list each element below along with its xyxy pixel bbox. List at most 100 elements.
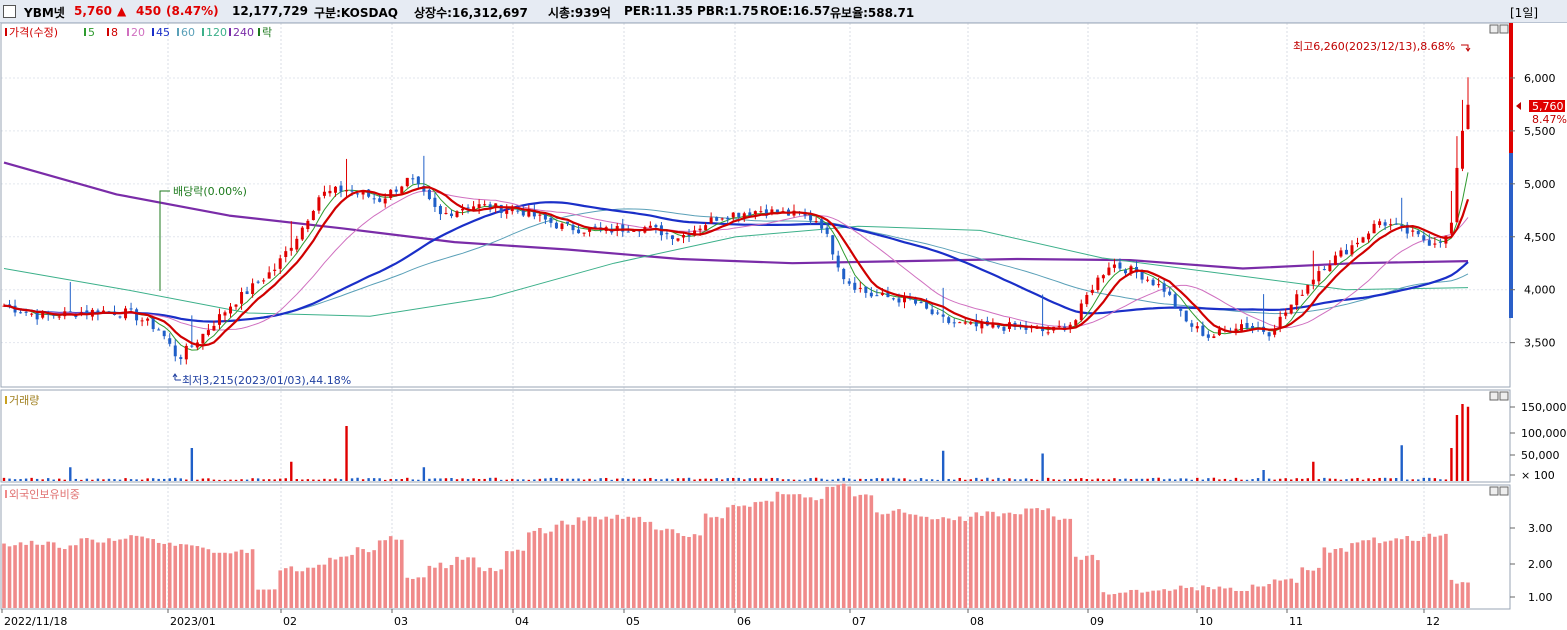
volume-bar — [616, 478, 619, 481]
foreign-ratio-bar — [665, 528, 669, 608]
price-scale-down-bar — [1509, 153, 1513, 318]
foreign-ratio-bar — [593, 516, 597, 608]
foreign-ratio-bar — [40, 544, 45, 608]
volume-bar — [1013, 479, 1017, 481]
ma5-path — [3, 172, 1469, 351]
foreign-panel-close-button[interactable] — [1499, 486, 1509, 496]
candle-body — [411, 178, 415, 180]
foreign-ratio-bar — [1140, 592, 1144, 608]
volume-bar — [533, 479, 536, 481]
foreign-ratio-bar — [68, 545, 73, 608]
market-cap: 시총:939억 — [548, 6, 611, 20]
ma20-path — [3, 190, 1469, 331]
legend-marker-ma120 — [202, 28, 204, 36]
foreign-ratio-bar — [1427, 533, 1432, 608]
candle-body — [919, 302, 923, 304]
volume-bar — [1400, 445, 1403, 481]
candle-body — [1190, 323, 1194, 327]
candle-body — [499, 204, 503, 214]
foreign-ratio-bar — [1305, 570, 1310, 608]
candle-body — [405, 177, 409, 187]
volume-bar — [1207, 478, 1210, 481]
candle-body — [1195, 326, 1199, 329]
foreign-ratio-bar — [184, 544, 189, 608]
foreign-ratio-bar — [1156, 590, 1161, 608]
foreign-ratio-bar — [239, 549, 244, 608]
price-panel-minimize-button[interactable] — [1489, 24, 1499, 34]
candle-body — [676, 238, 680, 241]
stock-name[interactable]: YBM넷 — [24, 6, 65, 20]
candle-body — [1090, 289, 1094, 293]
volume-bar — [1339, 479, 1343, 481]
volume-bar — [897, 478, 901, 481]
candle-body — [449, 213, 453, 217]
volume-bar — [30, 477, 33, 481]
panel-controls[interactable] — [1489, 24, 1509, 496]
volume-bar — [1301, 478, 1304, 481]
foreign-ratio-bar — [985, 511, 990, 608]
volume-bar — [732, 477, 735, 481]
foreign-panel-minimize-button[interactable] — [1489, 486, 1499, 496]
candle-body — [1278, 316, 1282, 329]
price-panel-close-button[interactable] — [1499, 24, 1509, 34]
volume-bar — [881, 478, 884, 481]
candle-body — [1251, 326, 1255, 329]
candle-body — [1422, 235, 1426, 241]
current-price: 5,760 — [74, 4, 112, 18]
legend-marker-foreign — [5, 490, 7, 498]
candle-body — [234, 304, 238, 307]
candle-body — [980, 322, 984, 329]
candle-body — [1267, 332, 1271, 337]
candle-body — [571, 224, 575, 231]
candle-body — [1378, 221, 1382, 226]
foreign-ratio-bar — [670, 529, 675, 608]
candle-body — [129, 308, 133, 310]
foreign-ratio-bar — [228, 553, 233, 608]
volume-panel-close-button[interactable] — [1499, 391, 1509, 401]
volume-bar — [1157, 477, 1160, 481]
candle-body — [1361, 237, 1365, 243]
foreign-ratio-bar — [1234, 590, 1238, 608]
volume-bar — [671, 479, 674, 481]
candle-body — [1123, 270, 1127, 274]
candle-body — [1449, 222, 1453, 234]
candle-body — [1367, 233, 1371, 240]
volume-bar — [1433, 478, 1437, 481]
volume-panel-minimize-button[interactable] — [1489, 391, 1499, 401]
candle-body — [693, 230, 697, 236]
x-tick-label: 04 — [515, 615, 529, 628]
foreign-ratio-bar — [880, 514, 885, 608]
foreign-ratio-bar — [891, 510, 896, 608]
candle-body — [422, 185, 426, 192]
foreign-ratio-bar — [720, 518, 724, 608]
foreign-ratio-bar — [991, 511, 995, 608]
select-checkbox[interactable] — [3, 5, 16, 18]
foreign-ratio-bar — [477, 567, 481, 608]
candle-body — [969, 322, 973, 324]
foreign-ratio-bar — [201, 547, 205, 608]
foreign-ratio-bar — [444, 568, 448, 608]
candle-body — [1179, 308, 1183, 311]
candle-body — [698, 228, 702, 231]
volume-bar — [411, 479, 415, 481]
volume-bar — [389, 478, 392, 481]
period-selector[interactable]: [1일] — [1510, 6, 1539, 20]
foreign-ratio-bar — [300, 571, 305, 608]
price-legend: 가격(수정) 5 8 20 45 60 120 240 락 — [5, 26, 272, 39]
candle-body — [488, 204, 492, 210]
volume-bar — [621, 478, 624, 481]
foreign-ratio-bar — [1162, 589, 1166, 608]
foreign-ratio-bar — [786, 494, 791, 608]
candle-body — [554, 222, 558, 229]
foreign-ratio-bar — [764, 500, 769, 608]
high-arrow-icon — [1461, 44, 1471, 52]
foreign-ratio-bar — [190, 545, 194, 608]
candle-body — [1344, 249, 1348, 255]
foreign-ratio-bar — [1317, 567, 1321, 608]
foreign-ratio-bar — [35, 544, 39, 608]
volume-bar — [400, 479, 403, 481]
candle-body — [157, 329, 161, 331]
foreign-ratio-bar — [101, 542, 106, 608]
foreign-ratio-bar — [703, 513, 708, 608]
current-price-marker: 5,760 8.47% — [1509, 23, 1567, 318]
